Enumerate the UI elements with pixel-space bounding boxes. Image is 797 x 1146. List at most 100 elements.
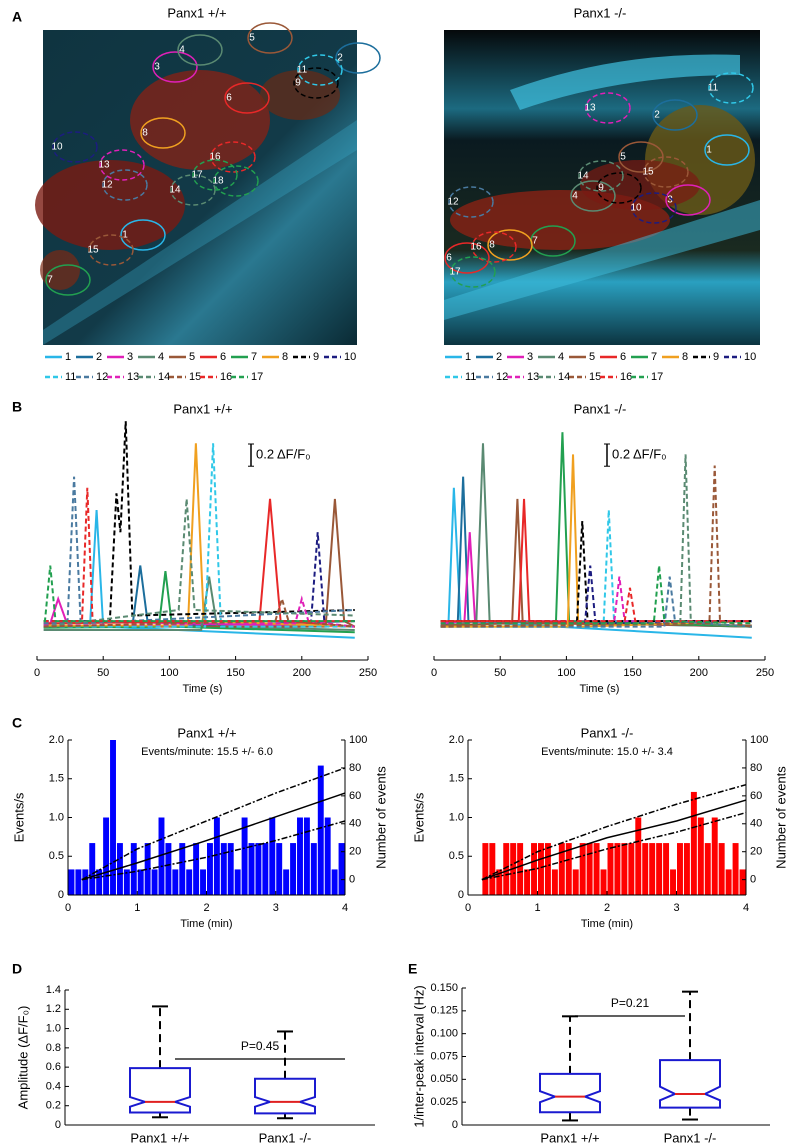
roi-outline <box>704 134 750 166</box>
bar <box>96 869 103 895</box>
image-title: Panx1 +/+ <box>167 5 226 20</box>
roi-label: 16 <box>470 242 482 253</box>
roi-outline <box>213 165 259 197</box>
roi-outline <box>631 192 677 224</box>
x-tick-label: Panx1 -/- <box>664 1130 717 1145</box>
roi-label: 8 <box>489 240 495 251</box>
x-tick-label: Panx1 +/+ <box>130 1130 189 1145</box>
bar <box>739 869 746 895</box>
bar <box>262 843 269 895</box>
roi-label: 13 <box>584 103 596 114</box>
y-tick-label: 0.125 <box>430 1005 458 1017</box>
bar <box>725 869 732 895</box>
image-right <box>444 30 760 345</box>
legend-label: 12 <box>96 371 108 383</box>
roi-outline <box>170 174 216 206</box>
legend-label: 9 <box>713 351 719 363</box>
roi-label: 1 <box>706 145 712 156</box>
roi-label: 6 <box>446 253 452 264</box>
bar <box>200 869 206 895</box>
y-tick-label: 0.2 <box>46 1100 61 1112</box>
bar <box>144 843 151 895</box>
x-tick-label: 200 <box>690 667 708 679</box>
x-tick-label: Panx1 +/+ <box>540 1130 599 1145</box>
bar <box>635 817 642 895</box>
trace <box>43 595 355 628</box>
bar <box>123 869 130 895</box>
roi-label: 5 <box>620 152 626 163</box>
y-tick-label: 1.5 <box>449 773 464 785</box>
legend-label: 17 <box>651 371 663 383</box>
bar <box>213 817 220 895</box>
roi-label: 6 <box>226 93 232 104</box>
roi-outline <box>152 51 198 83</box>
legend-label: 3 <box>527 351 533 363</box>
roi-label: 11 <box>708 83 719 94</box>
y-tick-label: 0 <box>58 889 64 901</box>
legend-label: 11 <box>465 371 476 383</box>
y-tick-label: 20 <box>750 846 762 858</box>
trace <box>440 587 752 623</box>
bar <box>621 843 628 895</box>
legend-label: 6 <box>220 351 226 363</box>
roi-outline <box>444 242 490 274</box>
bar <box>586 843 593 895</box>
roi-outline <box>665 184 711 216</box>
bar <box>75 869 82 895</box>
cumulative-line <box>481 783 747 881</box>
bar <box>718 843 725 895</box>
roi-outline <box>224 82 270 114</box>
x-tick-label: 250 <box>756 667 774 679</box>
y-tick-label: 0.050 <box>430 1073 458 1085</box>
y-tick-label: 1.2 <box>46 1003 61 1015</box>
x-tick-label: 50 <box>97 667 109 679</box>
y-axis-label: Amplitude (ΔF/F₀) <box>15 1006 30 1110</box>
y-tick-label: 0 <box>349 874 355 886</box>
legend-label: 15 <box>589 371 601 383</box>
roi-label: 18 <box>212 176 224 187</box>
y-tick-label: 1.5 <box>49 773 64 785</box>
legend-label: 4 <box>158 351 164 363</box>
bar <box>593 843 600 895</box>
roi-outline <box>120 219 166 251</box>
y-tick-label: 60 <box>750 790 762 802</box>
roi-label: 14 <box>577 171 589 182</box>
legend-label: 5 <box>189 351 195 363</box>
bar <box>517 843 524 895</box>
roi-label: 7 <box>532 236 538 247</box>
y-tick-label: 0.100 <box>430 1028 458 1040</box>
bar <box>544 843 551 895</box>
bar <box>193 843 200 895</box>
y-tick-label: 0.150 <box>430 982 458 994</box>
x-tick-label: 0 <box>431 667 437 679</box>
bar <box>558 843 565 895</box>
roi-label: 10 <box>630 203 642 214</box>
trace <box>43 487 355 623</box>
y-tick-label: 0 <box>458 889 464 901</box>
box <box>254 1077 316 1115</box>
chart-title: Panx1 -/- <box>581 725 634 740</box>
legend-label: 17 <box>251 371 263 383</box>
legend-label: 7 <box>251 351 257 363</box>
panel-label: B <box>12 399 22 415</box>
y-tick-label: 0.8 <box>46 1042 61 1054</box>
bar <box>572 869 579 895</box>
bar <box>732 843 739 895</box>
roi-outline <box>88 234 134 266</box>
legend-label: 2 <box>496 351 502 363</box>
bar <box>683 843 690 895</box>
y-tick-label: 0 <box>750 874 756 886</box>
box <box>539 1072 601 1114</box>
y-tick-label: 40 <box>349 818 361 830</box>
roi-label: 5 <box>249 33 255 44</box>
legend-label: 14 <box>558 371 570 383</box>
bar <box>628 843 635 895</box>
x-axis-label: Time (s) <box>183 683 223 695</box>
y-tick-label: 0.6 <box>46 1061 61 1073</box>
image-title: Panx1 -/- <box>574 5 627 20</box>
bar <box>642 843 649 895</box>
bar <box>670 869 676 895</box>
roi-label: 3 <box>667 195 673 206</box>
y-tick-label: 1.4 <box>46 984 61 996</box>
roi-label: 1 <box>122 230 128 241</box>
